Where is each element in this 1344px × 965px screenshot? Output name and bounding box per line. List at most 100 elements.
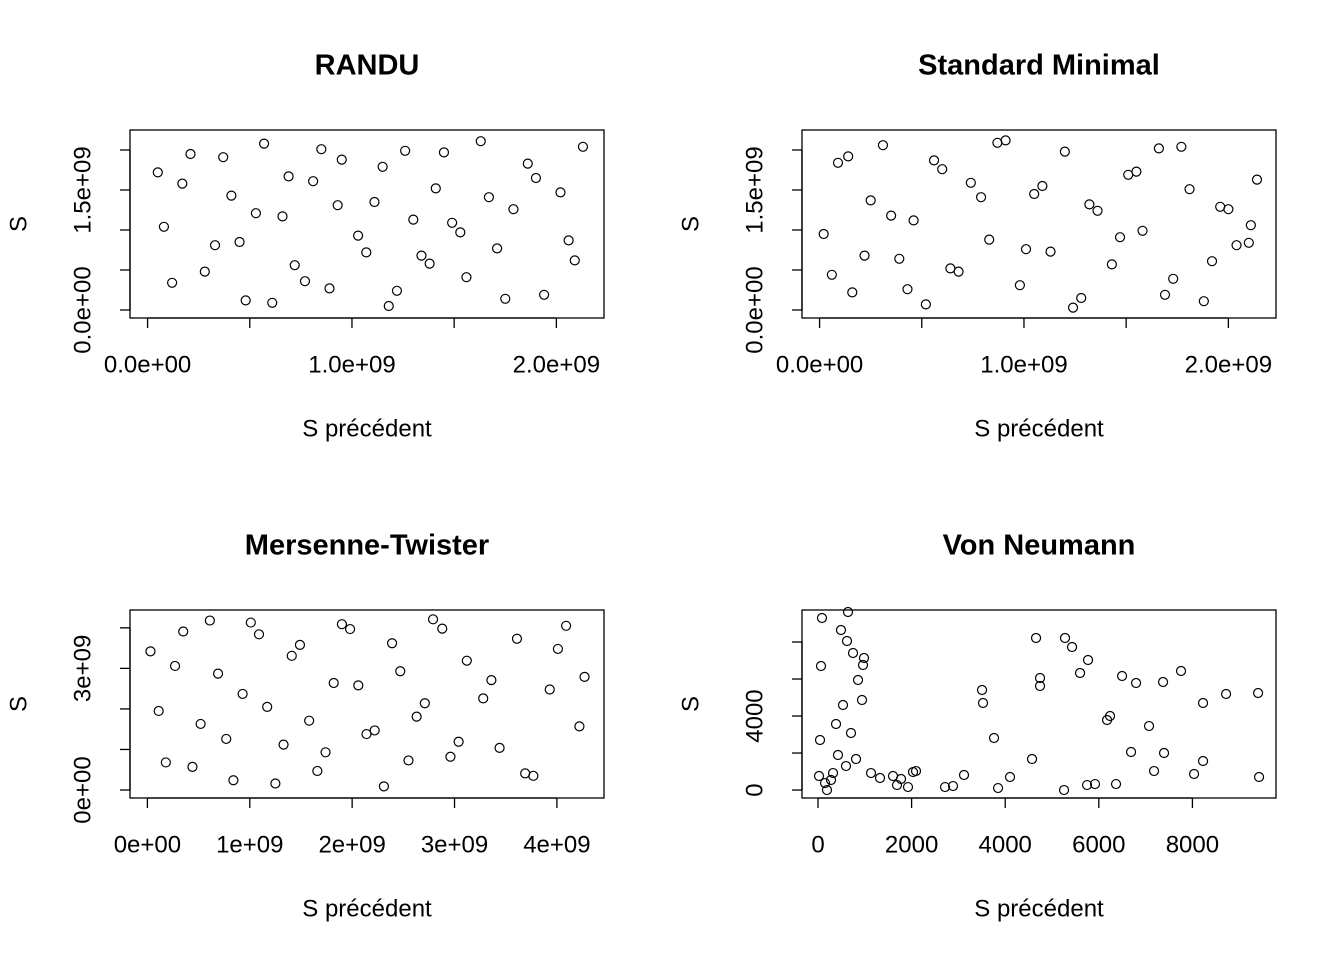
point xyxy=(178,626,189,637)
point xyxy=(544,684,555,695)
point xyxy=(958,769,970,781)
point xyxy=(447,217,458,228)
point xyxy=(511,633,523,644)
point xyxy=(312,765,323,777)
y-tick-label: 0e+00 xyxy=(69,756,96,823)
point xyxy=(555,187,566,198)
point xyxy=(937,164,948,175)
chart-title: Mersenne-Twister xyxy=(245,530,489,562)
point xyxy=(1116,670,1128,682)
point xyxy=(299,276,311,287)
point xyxy=(865,767,877,779)
point xyxy=(552,643,564,655)
x-axis-label: S précédent xyxy=(974,415,1104,442)
point xyxy=(832,157,844,168)
point xyxy=(278,739,289,750)
point xyxy=(1106,259,1117,270)
x-tick-label: 1.0e+09 xyxy=(980,351,1067,378)
point xyxy=(1084,199,1095,210)
y-tick-label: 1.5e+09 xyxy=(741,146,768,233)
x-axis-label: S précédent xyxy=(302,895,432,922)
point xyxy=(1067,302,1079,313)
point xyxy=(1034,680,1046,692)
y-axis-label: S xyxy=(677,696,704,712)
point xyxy=(475,136,486,147)
point xyxy=(408,214,419,225)
point xyxy=(832,749,844,761)
point xyxy=(262,701,273,712)
point xyxy=(1197,697,1209,709)
point xyxy=(411,711,422,722)
point xyxy=(815,660,827,672)
plot-box xyxy=(801,609,1277,799)
point xyxy=(965,177,976,188)
point xyxy=(563,235,574,246)
point xyxy=(840,760,852,772)
point xyxy=(369,196,380,208)
point xyxy=(539,289,550,300)
point xyxy=(1045,246,1056,257)
point xyxy=(984,234,995,245)
point xyxy=(277,211,288,222)
point xyxy=(316,144,327,155)
point xyxy=(145,646,156,657)
point xyxy=(579,671,590,682)
point xyxy=(455,227,466,238)
point xyxy=(1059,632,1071,644)
point xyxy=(530,172,542,184)
point xyxy=(1143,720,1155,732)
point xyxy=(253,629,265,640)
point xyxy=(461,655,472,666)
point xyxy=(491,243,503,254)
x-tick-label: 2.0e+09 xyxy=(513,351,600,378)
point xyxy=(1076,292,1087,304)
point xyxy=(158,221,170,232)
point xyxy=(850,753,862,765)
point xyxy=(1125,746,1137,758)
y-tick-label: 0.0e+00 xyxy=(69,266,96,353)
point xyxy=(153,705,164,717)
y-tick-label: 0 xyxy=(741,783,768,796)
point xyxy=(858,652,870,664)
x-tick-label: 3e+09 xyxy=(421,831,488,858)
point xyxy=(1004,771,1016,783)
point xyxy=(818,228,829,240)
point xyxy=(508,204,519,215)
point xyxy=(976,684,988,696)
point xyxy=(826,269,837,280)
chart-title: RANDU xyxy=(315,50,420,82)
point xyxy=(187,761,198,773)
x-tick-label: 0 xyxy=(811,831,824,858)
x-tick-label: 2000 xyxy=(885,831,938,858)
y-tick-label: 4000 xyxy=(741,689,768,742)
point xyxy=(345,623,356,635)
plot-box xyxy=(801,129,1277,319)
point xyxy=(841,635,853,647)
point xyxy=(419,698,430,709)
point xyxy=(212,668,224,679)
point xyxy=(1131,166,1142,177)
point xyxy=(424,258,435,269)
point xyxy=(228,775,239,786)
point xyxy=(361,728,372,740)
point xyxy=(1026,753,1038,765)
y-axis-label: S xyxy=(5,216,32,232)
point xyxy=(902,284,913,295)
point xyxy=(308,176,319,187)
x-tick-label: 2.0e+09 xyxy=(1185,351,1272,378)
point xyxy=(1158,747,1170,759)
point xyxy=(1220,688,1232,700)
point xyxy=(928,155,940,166)
point xyxy=(378,781,389,792)
x-tick-label: 8000 xyxy=(1166,831,1219,858)
point xyxy=(1114,232,1126,243)
y-tick-label: 1.5e+09 xyxy=(69,146,96,233)
point xyxy=(1243,237,1254,248)
point xyxy=(1251,174,1263,185)
point xyxy=(221,733,232,745)
point xyxy=(427,614,439,625)
point xyxy=(827,767,839,779)
plot-box xyxy=(129,129,605,319)
point xyxy=(383,300,394,312)
chart-title: Von Neumann xyxy=(943,530,1136,562)
